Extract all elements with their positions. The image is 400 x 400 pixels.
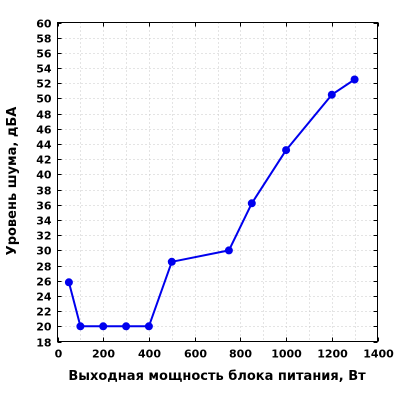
y-tick-label: 18 xyxy=(36,337,51,350)
x-tick-label: 200 xyxy=(92,348,115,361)
data-point xyxy=(99,322,108,331)
x-tick-label: 400 xyxy=(138,348,161,361)
y-tick-label: 22 xyxy=(36,306,51,319)
y-tick-label: 50 xyxy=(36,93,52,106)
y-tick-label: 34 xyxy=(36,215,52,228)
y-tick-label: 24 xyxy=(36,291,52,304)
y-tick-label: 52 xyxy=(36,78,51,91)
data-point xyxy=(247,199,256,208)
plot-frame xyxy=(57,22,378,342)
y-tick-label: 30 xyxy=(36,245,52,258)
y-tick-label: 58 xyxy=(36,33,51,46)
grid xyxy=(57,22,378,342)
y-tick-label: 38 xyxy=(36,185,51,198)
y-tick-label: 56 xyxy=(36,48,52,61)
x-tick-label: 800 xyxy=(229,348,252,361)
series xyxy=(64,75,359,331)
axis-ticks xyxy=(57,22,379,343)
y-tick-label: 42 xyxy=(36,154,51,167)
y-tick-label: 32 xyxy=(36,230,51,243)
x-tick-label: 600 xyxy=(184,348,207,361)
x-tick-label: 1000 xyxy=(271,348,302,361)
y-axis-title: Уровень шума, дБА xyxy=(5,107,20,256)
tick-labels: 18 20 22 24 26 28 30 32 34 36 38 40 42 44 46 48 50 52 54 56… xyxy=(36,18,394,361)
y-tick-label: 60 xyxy=(36,18,52,31)
x-tick-label: 1400 xyxy=(363,348,394,361)
data-point xyxy=(282,146,291,155)
y-tick-label: 40 xyxy=(36,169,52,182)
series-line xyxy=(67,78,356,328)
data-point xyxy=(350,75,359,84)
data-point xyxy=(167,257,176,266)
y-tick-label: 26 xyxy=(36,276,52,289)
y-tick-label: 20 xyxy=(36,321,52,334)
y-tick-label: 28 xyxy=(36,261,51,274)
x-axis-title: Выходная мощность блока питания, Вт xyxy=(68,369,366,384)
x-tick-label: 1200 xyxy=(317,348,348,361)
y-tick-label: 54 xyxy=(36,63,52,76)
data-point xyxy=(122,322,131,331)
data-point xyxy=(224,246,233,255)
data-point xyxy=(76,322,85,331)
data-point xyxy=(144,322,153,331)
data-point xyxy=(327,90,336,99)
data-point xyxy=(64,278,73,287)
y-tick-label: 44 xyxy=(36,139,52,152)
y-tick-label: 48 xyxy=(36,109,51,122)
y-tick-label: 46 xyxy=(36,124,52,137)
y-tick-label: 36 xyxy=(36,200,52,213)
x-tick-label: 0 xyxy=(55,348,63,361)
